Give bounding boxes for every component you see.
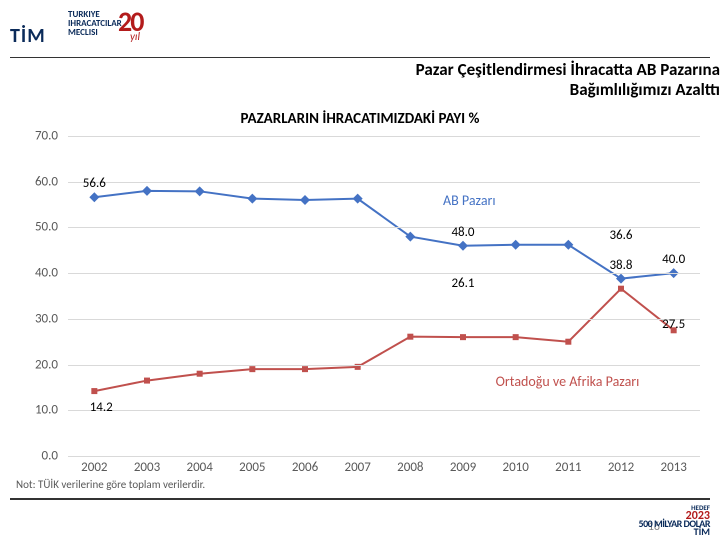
x-tick-label: 2005	[239, 460, 265, 475]
marker-mea	[513, 334, 519, 340]
logo-tim-text: TİM	[10, 24, 46, 48]
y-tick-label: 50.0	[35, 220, 58, 235]
y-tick-label: 40.0	[35, 266, 58, 281]
marker-mea	[197, 371, 203, 377]
logo-subtitle: TURKIYE IHRACATCILAR MECLISI	[68, 10, 122, 37]
y-axis: 0.010.020.030.040.050.060.070.0	[20, 136, 64, 456]
marker-mea	[249, 366, 255, 372]
marker-mea	[302, 366, 308, 372]
marker-ab	[247, 194, 257, 204]
gridline	[68, 319, 700, 320]
gridline	[68, 182, 700, 183]
x-tick-label: 2008	[397, 460, 423, 475]
logo-yil: yıl	[130, 30, 140, 43]
marker-ab	[300, 195, 310, 205]
gridline	[68, 227, 700, 228]
x-tick-label: 2011	[555, 460, 581, 475]
gridline	[68, 136, 700, 137]
marker-ab	[195, 186, 205, 196]
x-tick-label: 2007	[344, 460, 370, 475]
x-tick-label: 2013	[660, 460, 686, 475]
chart-title: PAZARLARIN İHRACATIMIZDAKİ PAYI %	[20, 110, 700, 128]
marker-mea	[460, 334, 466, 340]
y-tick-label: 70.0	[35, 129, 58, 144]
series-label-ab: AB Pazarı	[443, 192, 496, 209]
x-tick-label: 2009	[450, 460, 476, 475]
marker-ab	[511, 240, 521, 250]
marker-ab	[563, 240, 573, 250]
slide-title: Pazar Çeşitlendirmesi İhracatta AB Pazar…	[330, 60, 720, 101]
gridline	[68, 365, 700, 366]
gridline	[68, 410, 700, 411]
header-bar: TİM TURKIYE IHRACATCILAR MECLISI 20 yıl	[10, 0, 710, 58]
logo: TİM TURKIYE IHRACATCILAR MECLISI 20 yıl	[10, 6, 160, 54]
x-tick-label: 2003	[134, 460, 160, 475]
point-label: 27.5	[662, 317, 685, 332]
footnote: Not: TÜİK verilerine göre toplam veriler…	[16, 478, 205, 491]
point-label: 38.8	[609, 258, 632, 273]
y-tick-label: 60.0	[35, 174, 58, 189]
x-axis: 2002 2003 2004 2005 2006 2007 2008 2009 2010 2011…	[68, 460, 700, 480]
point-label: 36.6	[609, 228, 632, 243]
chart-lines	[68, 136, 700, 456]
marker-mea	[618, 286, 624, 292]
x-tick-label: 2012	[608, 460, 634, 475]
plot-area: 0.010.020.030.040.050.060.070.0 20022003…	[68, 136, 700, 456]
point-label: 40.0	[662, 252, 685, 267]
x-tick-label: 2002	[81, 460, 107, 475]
gridline	[68, 456, 700, 457]
marker-ab	[89, 192, 99, 202]
point-label: 48.0	[451, 225, 474, 240]
marker-ab	[142, 186, 152, 196]
marker-mea	[91, 388, 97, 394]
marker-ab	[616, 274, 626, 284]
y-tick-label: 20.0	[35, 357, 58, 372]
marker-mea	[565, 339, 571, 345]
slide-title-line1: Pazar Çeşitlendirmesi İhracatta AB Pazar…	[416, 59, 720, 80]
x-tick-label: 2006	[292, 460, 318, 475]
series-label-mea: Ortadoğu ve Afrika Pazarı	[496, 373, 640, 390]
x-tick-label: 2004	[186, 460, 212, 475]
x-tick-label: 2010	[502, 460, 528, 475]
series-line-ab	[94, 191, 673, 279]
chart: PAZARLARIN İHRACATIMIZDAKİ PAYI % 0.010.…	[20, 110, 700, 480]
point-label: 14.2	[90, 400, 113, 415]
point-label: 56.6	[83, 176, 106, 191]
y-tick-label: 30.0	[35, 311, 58, 326]
gridline	[68, 273, 700, 274]
marker-mea	[144, 378, 150, 384]
footer-rule	[10, 498, 710, 500]
marker-ab	[458, 241, 468, 251]
marker-mea	[407, 334, 413, 340]
y-tick-label: 10.0	[35, 403, 58, 418]
slide-title-line2: Bağımlılığımızı Azalttı	[570, 79, 720, 100]
point-label: 26.1	[451, 276, 474, 291]
footer-logo: HEDEF 2023 500 MİLYAR DOLAR TİM	[639, 504, 711, 536]
y-tick-label: 0.0	[42, 449, 58, 464]
